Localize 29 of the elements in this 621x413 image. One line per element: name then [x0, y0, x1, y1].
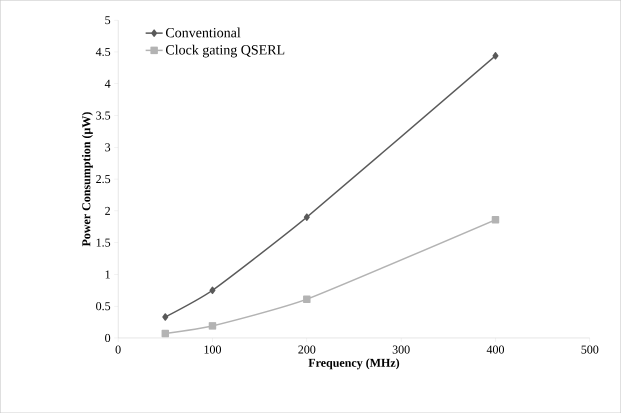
x-tick-label: 400 — [486, 345, 504, 354]
x-tick-label: 200 — [298, 345, 316, 354]
y-tick-label: 1.5 — [96, 238, 110, 247]
y-tick-label: 3.5 — [96, 111, 110, 120]
y-tick-label: 0 — [105, 334, 110, 342]
y-tick-label: 3 — [105, 143, 110, 152]
point — [162, 313, 168, 321]
point — [304, 213, 310, 221]
x-tick-label: 0 — [116, 345, 121, 354]
point — [492, 216, 500, 224]
y-tick-label: 5 — [105, 16, 110, 24]
point — [209, 286, 216, 294]
x-axis-title: Frequency (MHz) — [308, 358, 400, 370]
point — [303, 295, 311, 303]
point — [208, 322, 216, 330]
x-tick-label: 100 — [204, 345, 222, 354]
y-tick-label: 0.5 — [96, 302, 110, 310]
y-axis-title: Power Consumption (µW) — [82, 112, 93, 246]
y-tick-label: 2.5 — [96, 174, 110, 184]
y-tick-label: 1 — [106, 270, 110, 278]
legend-label: Conventional — [166, 27, 240, 38]
point — [162, 330, 170, 338]
y-tick-label: 4 — [104, 80, 110, 88]
x-tick-label: 300 — [392, 345, 410, 354]
legend-label: Clock gating QSERL — [166, 44, 284, 58]
x-tick-label: 500 — [582, 345, 598, 354]
point — [492, 52, 498, 60]
y-tick-label: 4.5 — [96, 48, 110, 56]
y-tick-label: 2 — [105, 206, 110, 215]
